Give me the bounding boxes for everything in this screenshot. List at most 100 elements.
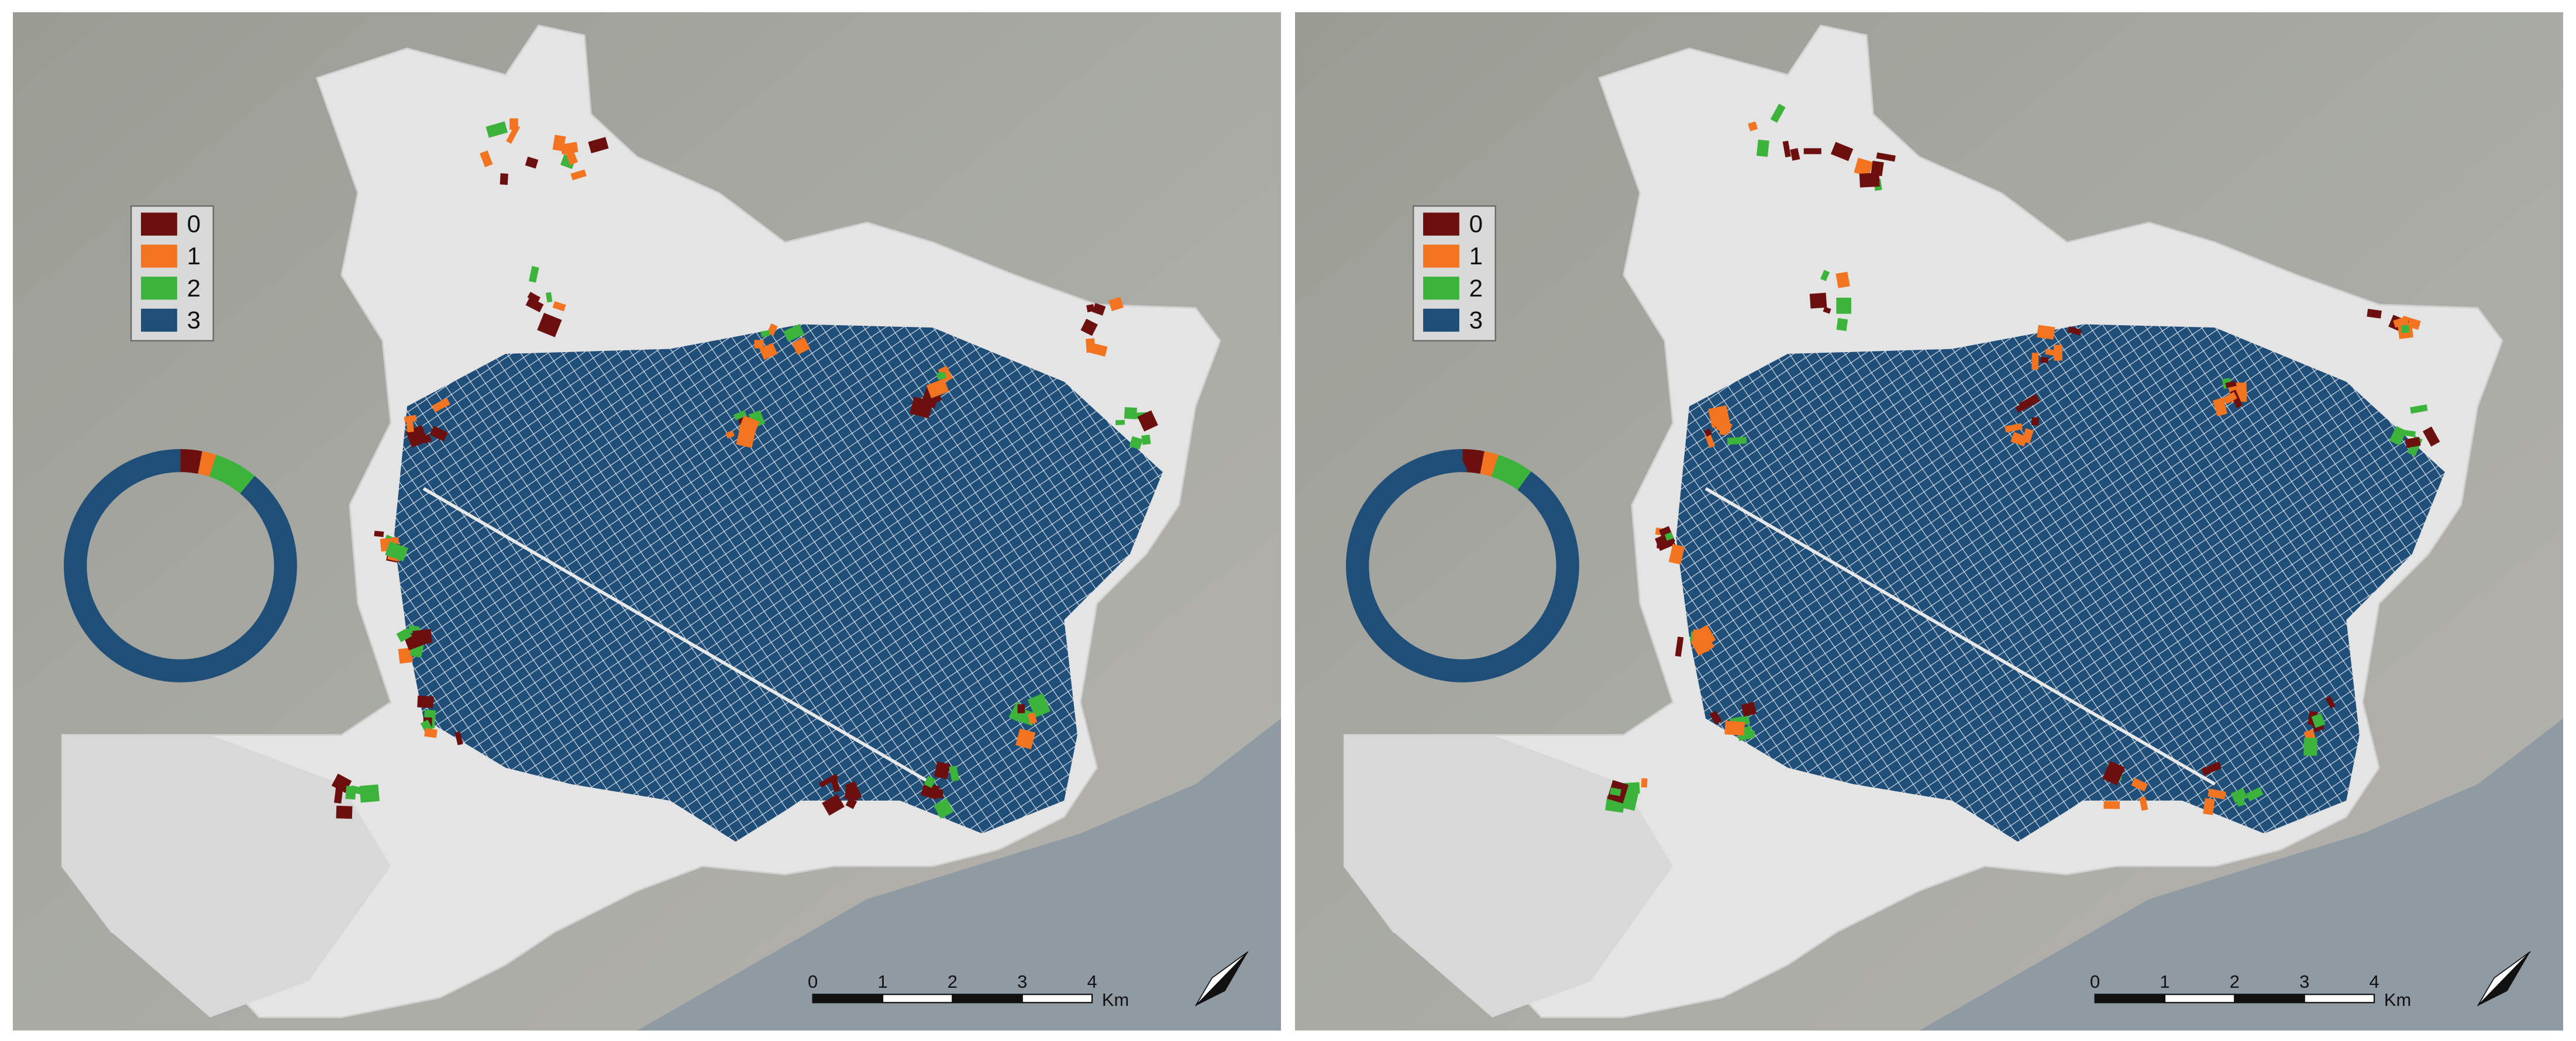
land-patch (485, 121, 508, 138)
land-patch (537, 312, 562, 337)
land-patch (1641, 778, 1648, 788)
land-patch (345, 785, 356, 800)
land-patch (527, 292, 540, 303)
land-patch (2045, 349, 2055, 356)
land-patch (818, 773, 839, 788)
land-patch (1015, 728, 1036, 750)
land-patch (412, 629, 432, 645)
land-patch (1809, 292, 1827, 309)
land-patch (845, 781, 862, 802)
land-patch (454, 731, 463, 746)
land-patch (2010, 432, 2028, 447)
port (1344, 735, 1673, 1018)
land-patch (2031, 417, 2040, 426)
land-patch (588, 137, 609, 154)
scale-label: 3 (1017, 971, 1027, 992)
land-patch (1690, 632, 1715, 656)
land-patch (385, 541, 408, 562)
map-panel: 0 1 2 3 0 1 2 3 4Km (13, 12, 1281, 1031)
legend-swatch (141, 244, 177, 268)
scale-label: 0 (808, 971, 818, 992)
land-patch (1871, 160, 1884, 177)
land-patch (2053, 344, 2063, 361)
land-patch (936, 371, 946, 380)
land-patch (926, 378, 949, 398)
land-patch (1876, 152, 1896, 162)
land-patch (1664, 532, 1674, 541)
legend-swatch (1423, 244, 1459, 268)
scale-segment (812, 994, 884, 1004)
scale-unit: Km (2384, 990, 2411, 1010)
sea (637, 718, 1281, 1031)
land-patch (725, 430, 735, 439)
legend-label: 3 (187, 306, 201, 334)
legend: 0 1 2 3 (1413, 205, 1496, 342)
land-patch (2103, 801, 2120, 809)
land-patch (1668, 544, 1685, 565)
land-patch (1727, 436, 1747, 445)
land-patch (2139, 797, 2148, 811)
legend: 0 1 2 3 (130, 205, 214, 342)
land-patch (570, 169, 587, 181)
land-patch (2230, 788, 2248, 804)
land-patch (417, 695, 434, 708)
land-patch (406, 419, 414, 433)
land-patch (1675, 636, 1684, 657)
land-patch (564, 147, 578, 166)
land-patch (2102, 761, 2125, 785)
land-patch (552, 135, 566, 151)
land-patch (1141, 435, 1151, 445)
land-patch (1724, 721, 1745, 736)
land-patch (2311, 713, 2326, 728)
land-patch (396, 628, 412, 643)
land-patch (921, 782, 940, 800)
land-patch (1129, 436, 1143, 450)
scale-segment (2234, 994, 2305, 1004)
land-patch (1803, 148, 1821, 154)
land-patch (500, 173, 508, 185)
land-patch (2303, 737, 2317, 756)
legend-label: 0 (1469, 210, 1483, 237)
land-patch (2393, 316, 2409, 328)
land-patch (1782, 140, 1791, 158)
land-patch (525, 297, 544, 313)
land-patch (767, 323, 778, 336)
land-patch (1830, 142, 1854, 161)
land-patch (2036, 325, 2055, 340)
legend-swatch (1423, 277, 1459, 300)
land-patch (910, 397, 934, 419)
land-patch (1859, 173, 1880, 188)
land-patch (1124, 407, 1137, 419)
land-patch (1108, 297, 1124, 312)
scale-segment (2094, 994, 2166, 1004)
legend-swatch (141, 212, 177, 236)
legend-label: 2 (1469, 274, 1483, 302)
sea (1919, 718, 2563, 1031)
land-patch (1823, 306, 1831, 314)
legend-swatch (141, 308, 177, 332)
scale-label: 2 (2230, 971, 2240, 992)
scale-label: 0 (2090, 971, 2100, 992)
land-patch (2040, 357, 2049, 363)
north-arrow (2477, 951, 2531, 1006)
land-patch (374, 530, 384, 537)
scale-unit: Km (1102, 990, 1129, 1010)
land-patch (1709, 710, 1722, 725)
land-patch (2131, 777, 2148, 792)
scale-label: 1 (2160, 971, 2169, 992)
land-patch (2031, 353, 2039, 370)
land-patch (1115, 419, 1125, 426)
land-patch (2225, 381, 2237, 388)
legend-label: 3 (1469, 306, 1483, 334)
land-patch (783, 323, 805, 342)
land-patch (2402, 429, 2416, 437)
land-patch (1080, 318, 1098, 336)
land-patch (933, 798, 954, 819)
land-patch (845, 797, 857, 809)
land-patch (759, 343, 778, 360)
legend-swatch (1423, 308, 1459, 332)
land-patch (1027, 712, 1038, 725)
land-patch (1092, 303, 1106, 316)
land-patch (1745, 730, 1755, 737)
land-patch (736, 426, 756, 448)
